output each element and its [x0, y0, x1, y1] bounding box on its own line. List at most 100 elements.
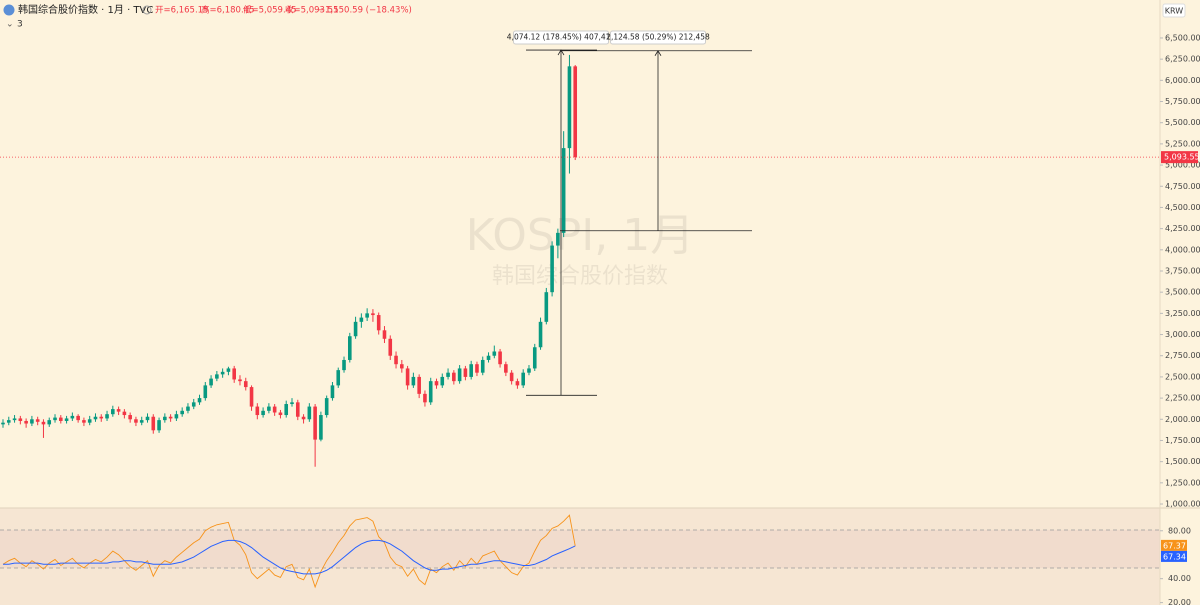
candle-body	[139, 420, 144, 423]
y-tick-label: 3,250.00	[1165, 309, 1200, 318]
indicator-toggle[interactable]: ⌄	[6, 20, 14, 30]
candle-body	[93, 416, 98, 420]
candle-body	[440, 376, 445, 386]
ohlc-value: 收=5,093.55	[285, 5, 338, 16]
y-tick-label: 3,500.00	[1165, 288, 1200, 297]
candle-body	[134, 419, 138, 423]
y-tick-label: 4,500.00	[1165, 203, 1200, 212]
price-label-box	[1161, 151, 1198, 164]
y-tick-label: 2,000.00	[1165, 415, 1200, 424]
candle-body	[342, 359, 346, 371]
y-tick-label: 3,750.00	[1165, 266, 1200, 275]
candle-body	[18, 418, 23, 421]
ohlc-value: 开=6,165.15	[155, 6, 208, 16]
candle-body	[359, 317, 364, 322]
candle-body	[556, 232, 560, 246]
candle-body	[463, 368, 468, 377]
y-tick-label: 2,750.00	[1165, 351, 1200, 360]
y-tick-label: 4,000.00	[1165, 245, 1200, 254]
candle-body	[35, 419, 40, 422]
y-tick-label: 1,750.00	[1165, 436, 1200, 445]
y-tick-label: 2,500.00	[1165, 372, 1200, 381]
candle-body	[457, 368, 462, 382]
candle-body	[163, 416, 167, 421]
ohlc-value: 高=6,180.45	[201, 5, 254, 16]
y-tick-label: 1,250.00	[1165, 478, 1200, 487]
candle-body	[278, 412, 283, 416]
y-tick-label: 4,750.00	[1165, 182, 1200, 191]
candle-body	[469, 364, 473, 377]
candle-body	[561, 148, 566, 233]
rsi-line	[2, 514, 576, 589]
candle-body	[267, 406, 271, 411]
candle-body	[371, 313, 375, 316]
currency[interactable]: KRW	[1165, 7, 1183, 16]
measure-arrowhead	[654, 49, 662, 56]
y-tick-label: 1,000.00	[1165, 500, 1200, 509]
candle-body	[6, 420, 11, 423]
candle-body	[243, 381, 248, 388]
candle-body	[348, 336, 352, 360]
y-tick-label: 4,250.00	[1165, 224, 1200, 233]
currency-box[interactable]	[1162, 3, 1186, 18]
y-tick-label: 5,500.00	[1165, 118, 1200, 127]
candle-body	[301, 416, 306, 420]
candle-body	[330, 385, 335, 399]
candle-body	[215, 374, 219, 379]
y-tick-label: 5,750.00	[1165, 97, 1200, 106]
candle-body	[550, 245, 554, 293]
candle-body	[486, 355, 491, 360]
candle-body	[492, 351, 497, 356]
measure-arrowhead	[557, 49, 565, 56]
candle-body	[475, 364, 479, 373]
rsi-value-label: 67.34	[1163, 552, 1186, 561]
rsi-value-box	[1161, 550, 1187, 562]
candle-body	[168, 416, 173, 419]
y-tick-label: 5,000.00	[1165, 161, 1200, 170]
rsi-tick-label: 40.00	[1168, 574, 1191, 583]
candle-body	[295, 402, 300, 417]
symbol-icon	[3, 4, 15, 16]
candle-body	[261, 410, 265, 416]
candle-body	[498, 351, 502, 365]
candle-body	[1, 422, 5, 425]
candle-body	[417, 376, 421, 394]
candle-body	[64, 418, 69, 421]
candle-body	[411, 376, 416, 386]
candle-body	[272, 406, 277, 413]
candle-body	[220, 371, 225, 375]
indicator-count[interactable]: 3	[17, 20, 23, 30]
y-tick-label: 5,250.00	[1165, 139, 1200, 148]
candle-body	[446, 372, 450, 377]
candle-body	[197, 398, 202, 403]
candle-body	[12, 418, 17, 421]
rsi-tick-label: 20.00	[1168, 598, 1191, 605]
candle-body	[82, 420, 86, 423]
watermark: KOSPI, 1月	[466, 210, 695, 261]
candle-body	[382, 330, 387, 339]
rsi-line	[3, 539, 576, 575]
rsi-tick-label: 80.00	[1168, 526, 1191, 535]
candle-body	[521, 372, 525, 386]
watermark-subtitle: 韩国综合股价指数	[492, 264, 668, 289]
candle-body	[353, 321, 358, 337]
candle-body	[24, 420, 28, 424]
candle-body	[249, 387, 254, 407]
candle-body	[238, 379, 242, 382]
candle-body	[365, 313, 369, 318]
candle-body	[47, 420, 52, 425]
candle-body	[504, 364, 508, 373]
candle-body	[573, 66, 578, 158]
candle-body	[388, 338, 393, 356]
candle-body	[428, 381, 433, 403]
candle-body	[509, 372, 514, 382]
candle-body	[290, 402, 294, 405]
rsi-value-box	[1161, 539, 1187, 551]
candle-body	[319, 415, 323, 440]
candle-body	[255, 406, 260, 416]
price-label: 5,093.55	[1164, 153, 1200, 162]
candle-body	[99, 416, 104, 419]
candle-body	[405, 368, 410, 386]
candle-body	[128, 415, 132, 420]
